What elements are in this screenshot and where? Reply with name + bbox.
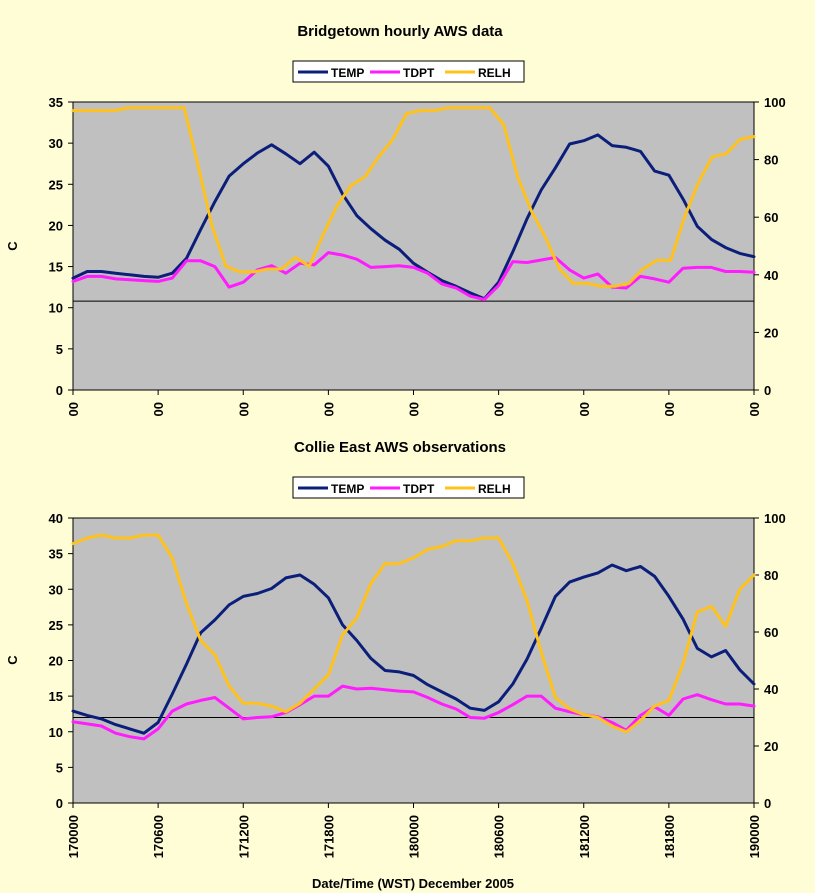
x-tick-label: 180000 bbox=[407, 815, 422, 858]
series-line-tdpt bbox=[71, 251, 756, 301]
x-tick-label: 181800 bbox=[662, 815, 677, 858]
y-tick-label: 10 bbox=[49, 725, 63, 740]
y-axis-label: C bbox=[5, 655, 20, 665]
legend-label-tdpt: TDPT bbox=[403, 66, 435, 80]
y-tick-label: 15 bbox=[49, 689, 63, 704]
legend-label-temp: TEMP bbox=[331, 482, 364, 496]
y-tick-label: 25 bbox=[49, 618, 63, 633]
legend-label-relh: RELH bbox=[478, 66, 511, 80]
bridgetown-chart: Bridgetown hourly AWS data TEMP TDPT REL… bbox=[5, 23, 786, 416]
x-tick-label: 00 bbox=[747, 402, 762, 416]
y-tick-label: 0 bbox=[56, 383, 63, 398]
series-line-relh bbox=[71, 106, 756, 288]
y-tick-label: 40 bbox=[49, 511, 63, 526]
plot-area bbox=[72, 101, 755, 391]
y-tick-label: 20 bbox=[49, 218, 63, 233]
x-tick-label: 00 bbox=[321, 402, 336, 416]
y2-tick-label: 20 bbox=[764, 325, 778, 340]
x-tick-label: 170000 bbox=[66, 815, 81, 858]
y2-tick-label: 60 bbox=[764, 210, 778, 225]
y-tick-label: 25 bbox=[49, 177, 63, 192]
x-tick-label: 00 bbox=[492, 402, 507, 416]
legend-label-tdpt: TDPT bbox=[403, 482, 435, 496]
x-tick-label: 00 bbox=[151, 402, 166, 416]
y-tick-label: 15 bbox=[49, 260, 63, 275]
series-line-relh bbox=[71, 533, 756, 734]
collie-east-chart: Collie East AWS observations TEMP TDPT R… bbox=[5, 439, 786, 891]
x-tick-label: 00 bbox=[236, 402, 251, 416]
legend-box bbox=[292, 476, 525, 499]
chart-title: Bridgetown hourly AWS data bbox=[297, 23, 503, 40]
y-tick-label: 30 bbox=[49, 136, 63, 151]
x-tick-label: 170600 bbox=[151, 815, 166, 858]
y-tick-label: 35 bbox=[49, 95, 63, 110]
y2-tick-label: 0 bbox=[764, 796, 771, 811]
x-tick-label: 181200 bbox=[577, 815, 592, 858]
legend-label-temp: TEMP bbox=[331, 66, 364, 80]
y2-tick-label: 20 bbox=[764, 739, 778, 754]
x-tick-label: 180600 bbox=[492, 815, 507, 858]
x-tick-label: 00 bbox=[577, 402, 592, 416]
x-tick-label: 171800 bbox=[321, 815, 336, 858]
y2-tick-label: 80 bbox=[764, 153, 778, 168]
y2-tick-label: 60 bbox=[764, 625, 778, 640]
chart-title: Collie East AWS observations bbox=[294, 439, 506, 456]
x-tick-label: 190000 bbox=[747, 815, 762, 858]
chart-marks: 0 5 10 15 20 25 30 35 40 0 20 40 60 80 100 170000 170600… bbox=[49, 511, 786, 858]
y-tick-label: 0 bbox=[56, 796, 63, 811]
legend-label-relh: RELH bbox=[478, 482, 511, 496]
series-line-temp bbox=[71, 133, 756, 301]
series-line-tdpt bbox=[71, 684, 756, 741]
x-tick-label: 00 bbox=[407, 402, 422, 416]
plot-area bbox=[72, 517, 755, 804]
y-tick-label: 5 bbox=[56, 342, 63, 357]
y-tick-label: 10 bbox=[49, 301, 63, 316]
y2-tick-label: 100 bbox=[764, 511, 786, 526]
y2-tick-label: 80 bbox=[764, 568, 778, 583]
legend: TEMP TDPT RELH bbox=[292, 60, 525, 83]
chart-marks: 0 5 10 15 20 25 30 35 0 20 40 60 80 100 00 00 00 00 00 00 00… bbox=[49, 95, 786, 416]
y-axis-label: C bbox=[5, 241, 20, 251]
y-tick-label: 20 bbox=[49, 654, 63, 669]
legend: TEMP TDPT RELH bbox=[292, 476, 525, 499]
y2-tick-label: 40 bbox=[764, 682, 778, 697]
x-tick-label: 00 bbox=[66, 402, 81, 416]
legend-box bbox=[292, 60, 525, 83]
y2-tick-label: 40 bbox=[764, 268, 778, 283]
y-tick-label: 30 bbox=[49, 582, 63, 597]
x-tick-label: 00 bbox=[662, 402, 677, 416]
x-tick-label: 171200 bbox=[236, 815, 251, 858]
x-axis-label: Date/Time (WST) December 2005 bbox=[312, 876, 514, 891]
y2-tick-label: 100 bbox=[764, 95, 786, 110]
y2-tick-label: 0 bbox=[764, 383, 771, 398]
series-line-temp bbox=[71, 563, 756, 735]
y-tick-label: 5 bbox=[56, 760, 63, 775]
y-tick-label: 35 bbox=[49, 547, 63, 562]
